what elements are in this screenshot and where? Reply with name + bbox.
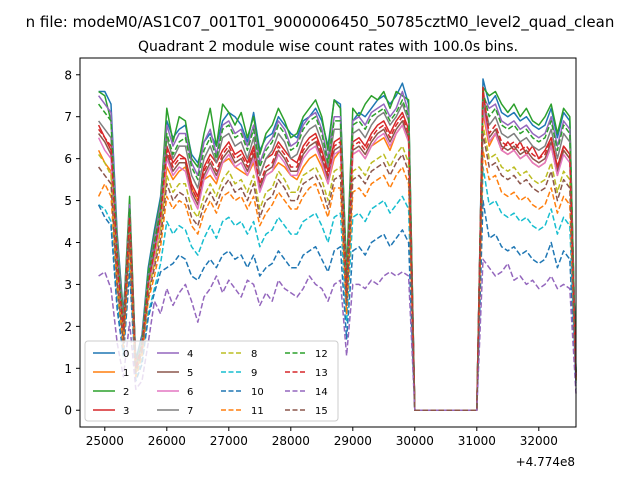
legend-label-15: 15 [315, 406, 328, 417]
legend-label-9: 9 [251, 368, 257, 379]
y-tick-label: 3 [64, 278, 72, 292]
series-layer [97, 78, 577, 411]
legend-label-10: 10 [251, 387, 264, 398]
legend-label-6: 6 [187, 387, 193, 398]
y-tick-label: 8 [64, 68, 72, 82]
series-line-11 [97, 149, 577, 411]
x-axis-offset-label: +4.774e8 [516, 455, 575, 469]
series-line-14 [98, 258, 577, 411]
series-line-7 [97, 99, 577, 411]
x-tick-label: 30000 [396, 434, 434, 448]
x-tick-label: 31000 [458, 434, 496, 448]
series-line-6 [97, 107, 577, 411]
y-tick-label: 7 [64, 110, 72, 124]
x-tick-label: 27000 [210, 434, 248, 448]
series-line-2 [98, 86, 577, 411]
legend-label-13: 13 [315, 368, 328, 379]
legend-label-1: 1 [123, 368, 129, 379]
y-tick-label: 0 [64, 404, 72, 418]
legend-label-5: 5 [187, 368, 193, 379]
x-tick-label: 26000 [148, 434, 186, 448]
y-tick-label: 1 [64, 362, 72, 376]
legend-label-12: 12 [315, 349, 328, 360]
x-axis: 25000 26000 27000 28000 29000 30000 31000 32000 [86, 427, 558, 448]
y-tick-label: 4 [64, 236, 72, 250]
legend-label-8: 8 [251, 349, 257, 360]
x-tick-label: 29000 [334, 434, 372, 448]
y-tick-label: 5 [64, 194, 72, 208]
y-tick-label: 2 [64, 320, 72, 334]
series-line-5 [97, 103, 577, 411]
series-line-12 [97, 90, 577, 411]
legend-label-11: 11 [251, 406, 264, 417]
legend-label-4: 4 [187, 349, 193, 360]
x-tick-label: 28000 [272, 434, 310, 448]
legend-label-14: 14 [315, 387, 328, 398]
y-axis: 0 1 2 3 4 5 6 7 8 [64, 68, 80, 418]
legend-label-3: 3 [123, 406, 129, 417]
x-tick-label: 32000 [520, 434, 558, 448]
legend-label-0: 0 [123, 349, 129, 360]
series-line-10 [97, 199, 577, 411]
series-line-8 [97, 124, 577, 411]
legend-label-7: 7 [187, 406, 193, 417]
legend-box [84, 340, 339, 422]
figure-suptitle: n file: modeM0/AS1C07_001T01_9000006450_… [26, 13, 615, 32]
chart-title: Quadrant 2 module wise count rates with … [138, 39, 518, 55]
legend-label-2: 2 [123, 387, 129, 398]
x-tick-label: 25000 [86, 434, 124, 448]
series-line-4 [97, 90, 577, 411]
y-tick-label: 6 [64, 152, 72, 166]
series-line-9 [98, 166, 577, 411]
series-line-0 [98, 78, 577, 411]
